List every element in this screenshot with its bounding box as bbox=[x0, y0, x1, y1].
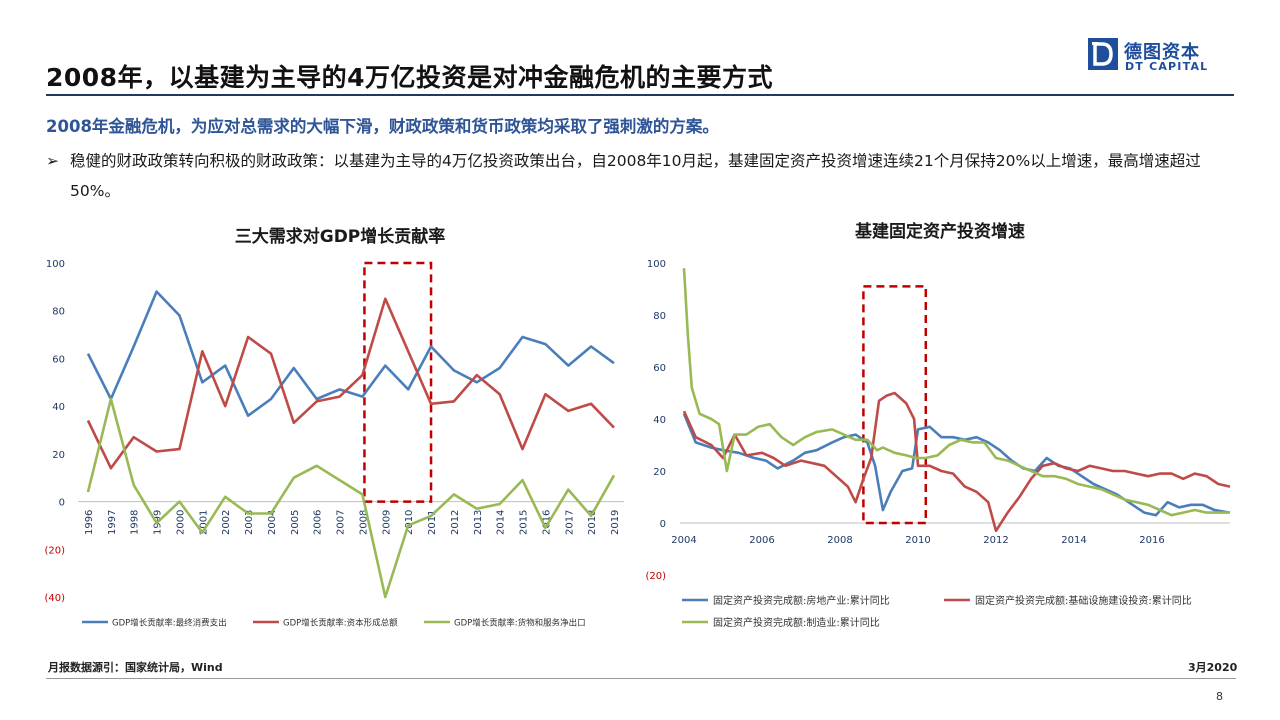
x-tick-label: 2018 bbox=[587, 510, 598, 535]
y-tick-label: 0 bbox=[660, 519, 666, 530]
series-line-3 bbox=[682, 268, 1230, 517]
series-line-1 bbox=[86, 290, 615, 417]
crisis-highlight-box bbox=[862, 285, 928, 525]
y-tick-label: 100 bbox=[46, 259, 65, 270]
series-line-3 bbox=[86, 397, 616, 599]
x-tick-label: 2015 bbox=[519, 510, 530, 535]
x-tick-label: 2019 bbox=[610, 510, 621, 535]
x-tick-label: 2008 bbox=[358, 510, 369, 535]
x-tick-label: 2005 bbox=[290, 510, 301, 535]
x-tick-label: 2016 bbox=[541, 510, 552, 535]
page-number: 8 bbox=[1216, 690, 1223, 703]
page-title: 2008年，以基建为主导的4万亿投资是对冲金融危机的主要方式 bbox=[46, 63, 773, 92]
data-source: 月报数据源引：国家统计局，Wind bbox=[48, 661, 223, 674]
y-tick-label: 40 bbox=[52, 402, 65, 413]
y-tick-label: 0 bbox=[59, 498, 65, 509]
y-tick-label: 80 bbox=[52, 307, 65, 318]
x-tick-label: 2008 bbox=[827, 535, 852, 546]
title-divider bbox=[46, 94, 1234, 96]
x-tick-label: 2006 bbox=[749, 535, 774, 546]
x-tick-label: 1996 bbox=[84, 510, 95, 535]
x-tick-label: 2011 bbox=[427, 510, 438, 535]
footer-divider bbox=[46, 678, 1236, 679]
legend-label: GDP增长贡献率:货物和服务净出口 bbox=[454, 618, 586, 629]
x-tick-label: 2000 bbox=[175, 510, 186, 535]
y-tick-label: (40) bbox=[44, 593, 65, 604]
x-tick-label: 2013 bbox=[473, 510, 484, 535]
infrastructure-investment-chart: 100 80 60 40 20 0 (20) 2004 2006 2008 2010 2012 2014… bbox=[645, 259, 1231, 629]
report-date: 3月2020 bbox=[1188, 661, 1238, 674]
x-tick-label: 2003 bbox=[244, 510, 255, 535]
legend-label: 固定资产投资完成额:基础设施建设投资:累计同比 bbox=[975, 594, 1192, 607]
x-tick-label: 1998 bbox=[130, 510, 141, 535]
x-tick-label: 2002 bbox=[221, 510, 232, 535]
x-tick-label: 1997 bbox=[107, 510, 118, 535]
company-logo: 德图资本 DT CAPITAL bbox=[1088, 38, 1238, 78]
logo-chinese-name: 德图资本 bbox=[1124, 42, 1200, 63]
x-tick-label: 2016 bbox=[1139, 535, 1164, 546]
bullet-arrow-icon: ➢ bbox=[46, 152, 59, 170]
logo-mark-icon bbox=[1088, 38, 1118, 70]
section-subtitle: 2008年金融危机，为应对总需求的大幅下滑，财政政策和货币政策均采取了强刺激的方… bbox=[46, 117, 719, 136]
y-tick-label: 20 bbox=[52, 450, 65, 461]
bullet-text: 稳健的财政政策转向积极的财政政策：以基建为主导的4万亿投资政策出台，自2008年… bbox=[70, 152, 1201, 200]
x-tick-label: 2014 bbox=[496, 510, 507, 535]
series-line-2 bbox=[86, 297, 615, 470]
x-tick-label: 2009 bbox=[381, 510, 392, 535]
y-tick-label: 40 bbox=[653, 415, 666, 426]
y-tick-label: (20) bbox=[645, 571, 666, 582]
x-tick-label: 2012 bbox=[983, 535, 1008, 546]
y-tick-label: 80 bbox=[653, 311, 666, 322]
x-tick-label: 2010 bbox=[404, 510, 415, 535]
x-tick-label: 2010 bbox=[905, 535, 930, 546]
y-tick-label: (20) bbox=[44, 545, 65, 556]
x-tick-label: 2014 bbox=[1061, 535, 1086, 546]
y-tick-label: 60 bbox=[52, 354, 65, 365]
legend-label: 固定资产投资完成额:制造业:累计同比 bbox=[713, 616, 880, 629]
x-tick-label: 2007 bbox=[336, 510, 347, 535]
legend-label: GDP增长贡献率:资本形成总额 bbox=[283, 618, 398, 629]
x-tick-label: 2004 bbox=[671, 535, 696, 546]
right-chart-title: 基建固定资产投资增速 bbox=[855, 222, 1025, 242]
x-tick-label: 2017 bbox=[564, 510, 575, 535]
y-tick-label: 100 bbox=[647, 259, 666, 270]
series-line-1 bbox=[682, 413, 1231, 517]
series-line-2 bbox=[682, 391, 1231, 533]
x-tick-label: 2004 bbox=[267, 510, 278, 535]
crisis-highlight-box bbox=[363, 261, 433, 503]
y-tick-label: 20 bbox=[653, 467, 666, 478]
logo-english-name: DT CAPITAL bbox=[1125, 60, 1209, 73]
x-tick-label: 2001 bbox=[198, 510, 209, 535]
legend-label: GDP增长贡献率:最终消费支出 bbox=[112, 618, 227, 629]
y-tick-label: 60 bbox=[653, 363, 666, 374]
legend-label: 固定资产投资完成额:房地产业:累计同比 bbox=[713, 594, 890, 607]
left-chart-title: 三大需求对GDP增长贡献率 bbox=[234, 227, 446, 247]
x-tick-label: 2006 bbox=[313, 510, 324, 535]
x-tick-label: 2012 bbox=[450, 510, 461, 535]
